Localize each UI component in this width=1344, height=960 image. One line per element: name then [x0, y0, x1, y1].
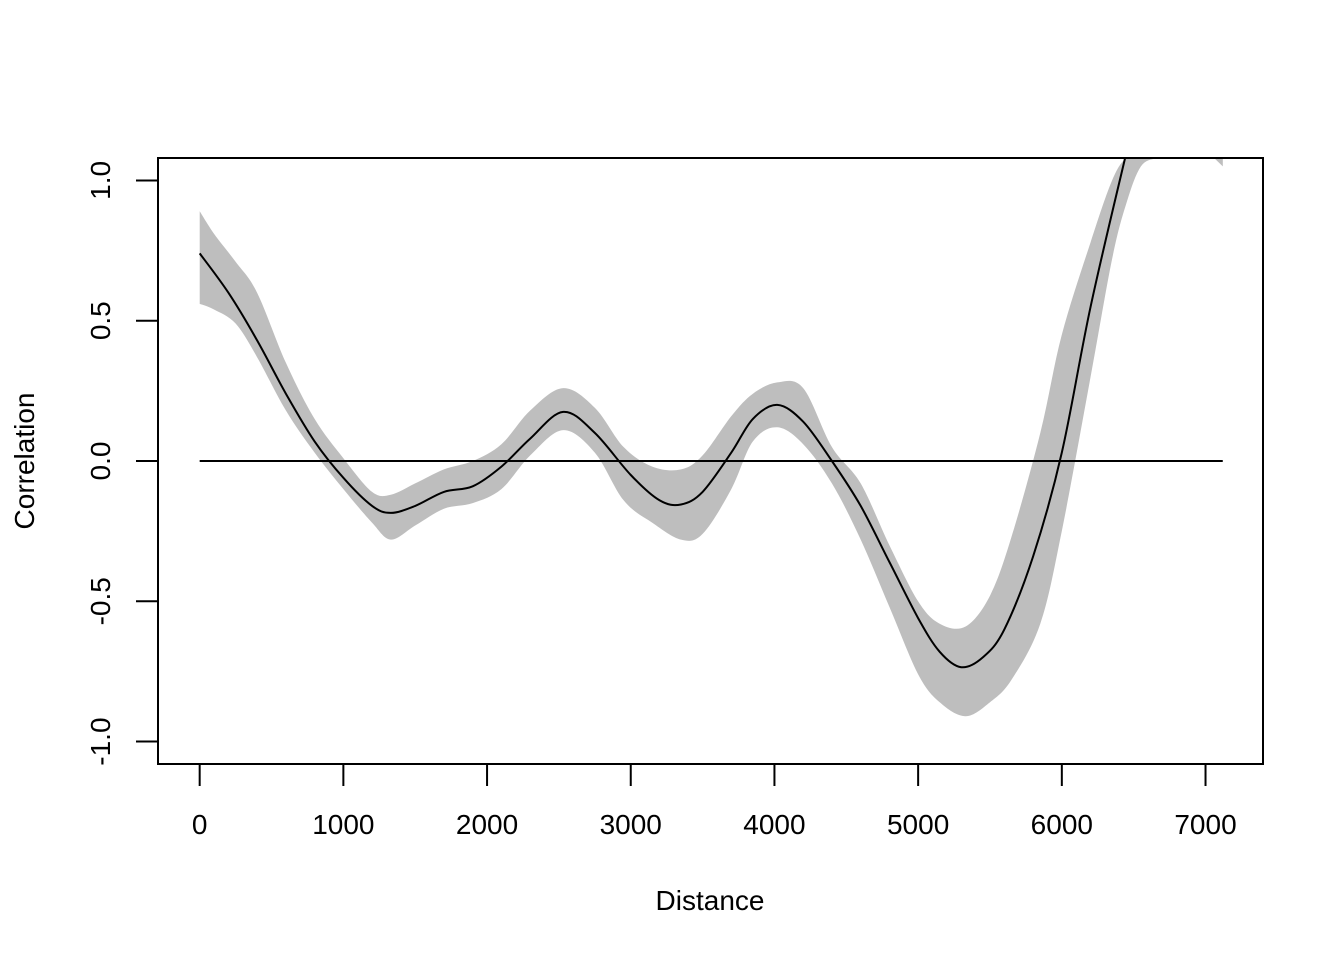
confidence-band-fragment — [1214, 158, 1223, 167]
y-axis-title: Correlation — [9, 393, 40, 530]
x-axis: 0 1000 2000 3000 4000 5000 6000 7000 — [192, 763, 1237, 840]
y-tick-label: -1.0 — [85, 717, 116, 765]
x-tick-label: 7000 — [1174, 809, 1236, 840]
x-tick-label: 2000 — [456, 809, 518, 840]
y-tick-label: 1.0 — [85, 161, 116, 200]
x-tick-label: 1000 — [312, 809, 374, 840]
plot-area — [198, 158, 1223, 717]
x-tick-label: 3000 — [600, 809, 662, 840]
y-tick-label: 0.0 — [85, 442, 116, 481]
x-tick-label: 0 — [192, 809, 208, 840]
y-axis: -1.0 -0.5 0.0 0.5 1.0 — [85, 161, 159, 766]
x-tick-label: 4000 — [743, 809, 805, 840]
y-tick-label: -0.5 — [85, 577, 116, 625]
y-tick-label: 0.5 — [85, 301, 116, 340]
x-tick-label: 5000 — [887, 809, 949, 840]
x-tick-label: 6000 — [1031, 809, 1093, 840]
correlation-line — [198, 158, 1127, 669]
x-axis-title: Distance — [656, 885, 765, 916]
confidence-band — [199, 158, 1157, 717]
